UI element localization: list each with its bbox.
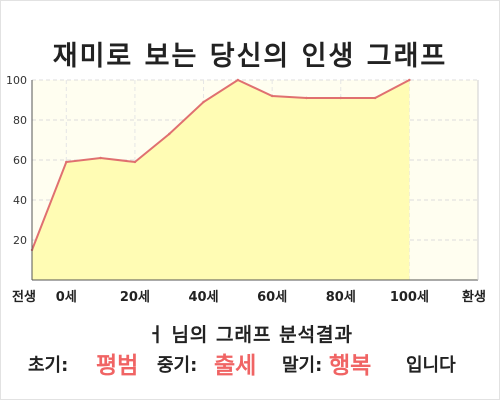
x-tick-label: 20세: [120, 290, 150, 305]
series-line: [31, 78, 410, 251]
data-point: [339, 96, 342, 100]
late-label: 말기:: [282, 355, 323, 376]
x-tick-label: 환생: [462, 289, 486, 305]
data-point: [236, 78, 240, 82]
late-value: 행복: [329, 353, 372, 379]
mid-value: 출세: [214, 353, 257, 379]
x-tick-label: 40세: [189, 290, 219, 305]
data-point: [99, 156, 102, 160]
result-suffix: 입니다: [406, 355, 456, 376]
mid-label: 중기:: [157, 355, 198, 376]
x-tick-label: 80세: [326, 290, 356, 305]
y-tick-label: 40: [13, 194, 27, 207]
x-tick-label: 전생: [12, 289, 36, 305]
y-tick-label: 100: [6, 74, 27, 87]
result-title-text: 님의 그래프 분석결과: [171, 324, 354, 346]
early-value: 평범: [96, 353, 139, 379]
data-point: [65, 160, 68, 164]
y-tick-label: 20: [13, 234, 27, 247]
y-tick-label: 80: [13, 114, 27, 127]
data-point: [408, 78, 411, 82]
data-point: [373, 96, 377, 100]
early-label: 초기:: [28, 355, 69, 376]
x-tick-label: 100세: [390, 290, 429, 305]
data-point: [202, 100, 205, 104]
data-point: [168, 132, 171, 136]
y-tick-label: 60: [13, 154, 27, 167]
x-tick-label: 60세: [257, 290, 287, 305]
data-point: [305, 96, 308, 100]
x-tick-label: 0세: [56, 290, 77, 305]
chart-title: 재미로 보는 당신의 인생 그래프: [52, 41, 448, 72]
data-point: [270, 94, 274, 98]
area-fill: [32, 80, 410, 280]
data-point: [133, 160, 137, 164]
result-title: ㅓ 님의 그래프 분석결과: [0, 320, 500, 347]
cursor-mark: ㅓ: [146, 324, 166, 346]
